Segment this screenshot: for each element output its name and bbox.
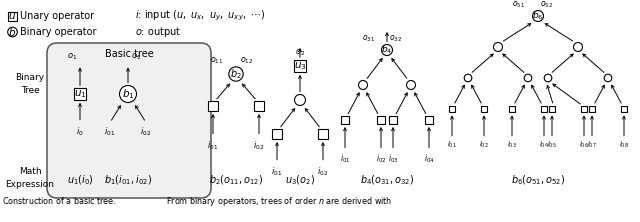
Text: $i_{05}$: $i_{05}$ [547, 140, 557, 150]
Text: $i$: input ($u,\ u_x,\ u_y,\ u_{xy},\ \cdots$): $i$: input ($u,\ u_x,\ u_y,\ u_{xy},\ \c… [135, 9, 265, 23]
FancyBboxPatch shape [377, 116, 385, 124]
Text: Unary operator: Unary operator [20, 11, 94, 21]
FancyBboxPatch shape [389, 116, 397, 124]
FancyBboxPatch shape [621, 106, 627, 112]
FancyBboxPatch shape [425, 116, 433, 124]
Text: $i_{01}$: $i_{01}$ [104, 125, 116, 137]
FancyBboxPatch shape [541, 106, 547, 112]
Text: $o_{32}$: $o_{32}$ [389, 33, 402, 44]
Circle shape [358, 81, 367, 89]
Text: Binary operator: Binary operator [20, 27, 97, 37]
Text: $i_{08}$: $i_{08}$ [619, 140, 629, 150]
Text: $b_2$: $b_2$ [230, 67, 242, 81]
Text: $b_2(o_{11},o_{12})$: $b_2(o_{11},o_{12})$ [209, 173, 263, 187]
Text: $o$: output: $o$: output [135, 25, 181, 39]
Text: $i_{03}$: $i_{03}$ [388, 152, 398, 165]
Circle shape [406, 81, 415, 89]
Text: Basic tree: Basic tree [104, 49, 154, 59]
Circle shape [229, 67, 243, 81]
FancyBboxPatch shape [74, 88, 86, 100]
FancyBboxPatch shape [548, 106, 556, 112]
Text: $o_{12}$: $o_{12}$ [240, 55, 253, 66]
Text: $b_1(i_{01},i_{02})$: $b_1(i_{01},i_{02})$ [104, 173, 152, 187]
Text: $i_0$: $i_0$ [76, 125, 84, 137]
Text: Math
Expression: Math Expression [6, 167, 54, 189]
Circle shape [381, 44, 392, 56]
FancyBboxPatch shape [272, 129, 282, 139]
FancyBboxPatch shape [47, 43, 211, 198]
Text: $o_{52}$: $o_{52}$ [540, 0, 553, 10]
Text: $i_{01}$: $i_{01}$ [271, 165, 283, 178]
Text: $b_4$: $b_4$ [381, 44, 393, 56]
Text: $i_{06}$: $i_{06}$ [579, 140, 589, 150]
Text: $u_3(o_2)$: $u_3(o_2)$ [285, 173, 315, 187]
Text: $b_4(o_{31},o_{32})$: $b_4(o_{31},o_{32})$ [360, 173, 414, 187]
Text: $o_{51}$: $o_{51}$ [512, 0, 525, 10]
Circle shape [8, 27, 17, 37]
Circle shape [294, 95, 305, 105]
Text: $b_6$: $b_6$ [532, 10, 544, 22]
FancyBboxPatch shape [254, 101, 264, 111]
Text: $i_{01}$: $i_{01}$ [207, 139, 219, 151]
Circle shape [493, 42, 502, 52]
Circle shape [532, 10, 543, 22]
Text: $i_{07}$: $i_{07}$ [587, 140, 597, 150]
FancyBboxPatch shape [318, 129, 328, 139]
FancyBboxPatch shape [8, 12, 17, 20]
Text: $i_{02}$: $i_{02}$ [317, 165, 328, 178]
Text: $i_{02}$: $i_{02}$ [253, 139, 264, 151]
FancyBboxPatch shape [341, 116, 349, 124]
FancyBboxPatch shape [580, 106, 588, 112]
Text: $i_{04}$: $i_{04}$ [424, 152, 435, 165]
Circle shape [524, 74, 532, 82]
Text: Construction of a basic tree.                    From binary operators, trees of: Construction of a basic tree. From binar… [2, 195, 392, 208]
Text: $i_{01}$: $i_{01}$ [447, 140, 457, 150]
Text: $o_{11}$: $o_{11}$ [211, 55, 224, 66]
Text: $b_6(o_{51},o_{52})$: $b_6(o_{51},o_{52})$ [511, 173, 565, 187]
Text: $u_1(i_0)$: $u_1(i_0)$ [67, 173, 93, 187]
Text: $u$: $u$ [8, 11, 17, 21]
Text: $i_{02}$: $i_{02}$ [479, 140, 489, 150]
Text: $i_{02}$: $i_{02}$ [140, 125, 152, 137]
Text: $i_{01}$: $i_{01}$ [340, 152, 350, 165]
Circle shape [604, 74, 612, 82]
Circle shape [120, 85, 136, 103]
Text: $b$: $b$ [8, 26, 17, 38]
Text: $i_{02}$: $i_{02}$ [376, 152, 386, 165]
Text: Binary
Tree: Binary Tree [15, 73, 45, 95]
Text: $u_3$: $u_3$ [294, 60, 307, 72]
FancyBboxPatch shape [589, 106, 595, 112]
Text: $i_{04}$: $i_{04}$ [539, 140, 549, 150]
Text: $o_1$: $o_1$ [67, 52, 77, 62]
Text: $b_1$: $b_1$ [122, 87, 134, 101]
Text: $u_1$: $u_1$ [74, 88, 86, 100]
FancyBboxPatch shape [294, 60, 306, 72]
FancyBboxPatch shape [449, 106, 456, 112]
Text: $o_1$: $o_1$ [131, 52, 141, 62]
FancyBboxPatch shape [481, 106, 488, 112]
FancyBboxPatch shape [208, 101, 218, 111]
Circle shape [573, 42, 582, 52]
Circle shape [464, 74, 472, 82]
Text: $i_{03}$: $i_{03}$ [507, 140, 517, 150]
Text: $o_2$: $o_2$ [295, 48, 305, 58]
Text: $o_{31}$: $o_{31}$ [362, 33, 375, 44]
Circle shape [544, 74, 552, 82]
FancyBboxPatch shape [509, 106, 515, 112]
